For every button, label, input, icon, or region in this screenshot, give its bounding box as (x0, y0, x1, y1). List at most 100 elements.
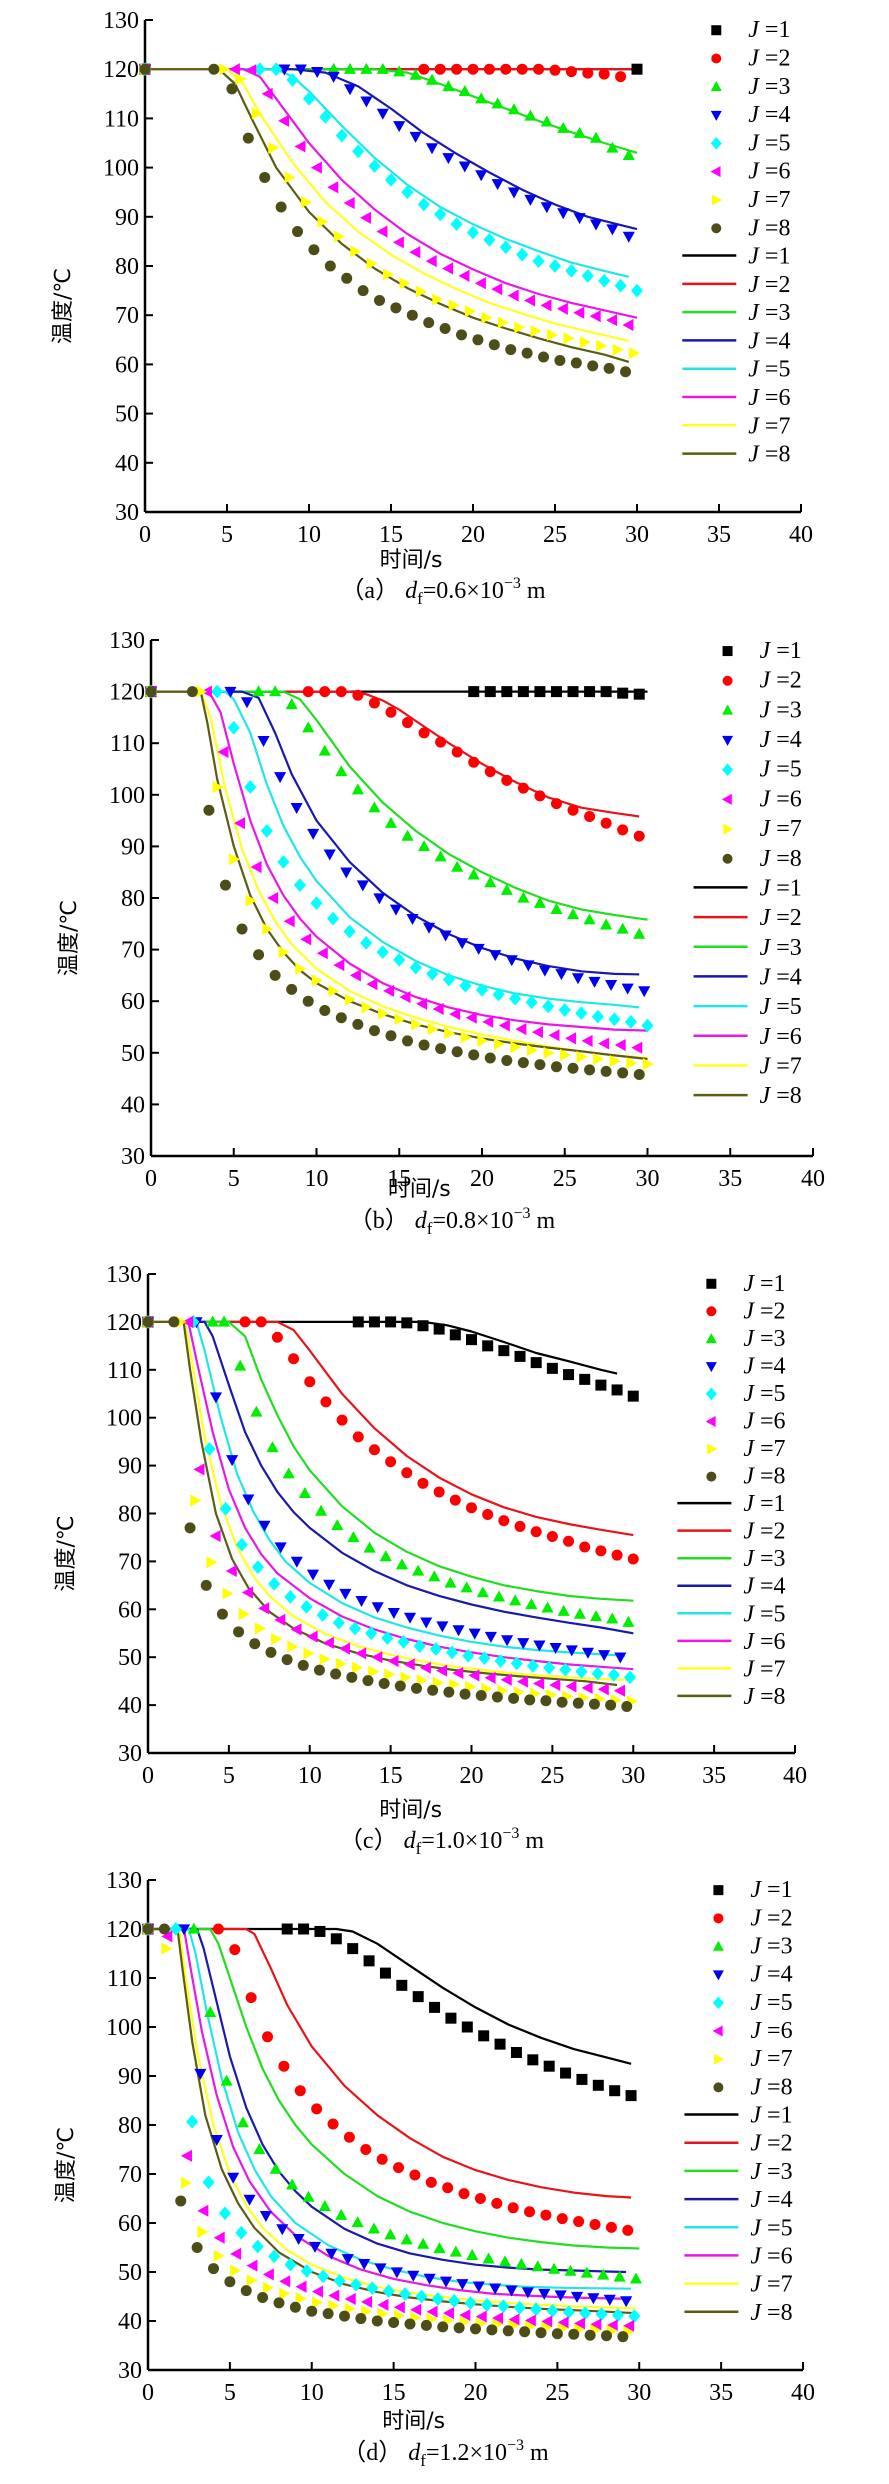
measured-series-J8 (139, 63, 632, 378)
data-point (533, 63, 545, 75)
data-point (494, 2038, 506, 2050)
data-point (621, 983, 634, 995)
data-point (589, 131, 603, 143)
data-point (581, 268, 594, 283)
data-point (484, 876, 497, 888)
legend-label: J =2 (748, 46, 790, 72)
data-point (505, 955, 518, 967)
legend-label: J =8 (748, 442, 790, 468)
data-point (501, 774, 513, 786)
data-point (265, 1646, 277, 1658)
data-point (623, 2319, 635, 2332)
data-point (243, 2194, 256, 2206)
data-point (341, 2254, 354, 2266)
legend-label: J =8 (760, 1083, 802, 1109)
data-point (279, 2275, 291, 2288)
data-point (204, 2005, 217, 2017)
data-point (378, 1007, 390, 1020)
data-point (449, 2245, 462, 2257)
data-point (343, 84, 357, 96)
data-point (344, 993, 356, 1006)
data-point (376, 945, 389, 960)
data-point (427, 1684, 439, 1696)
legend-label: J =2 (760, 668, 802, 694)
data-point (224, 2276, 236, 2288)
data-point (516, 63, 528, 75)
data-point (596, 339, 608, 352)
data-point (366, 257, 378, 270)
data-point (251, 1560, 265, 1575)
data-point (492, 987, 505, 1002)
data-point (297, 1659, 309, 1671)
data-point (142, 1923, 154, 1935)
legend-label: J =1 (748, 244, 790, 270)
data-point (606, 1612, 619, 1624)
data-point (393, 953, 406, 967)
data-point (570, 357, 582, 369)
data-point (534, 790, 546, 802)
data-point (328, 2289, 340, 2302)
data-point (507, 187, 521, 199)
legend-label: J =1 (748, 17, 790, 43)
data-point (279, 2287, 291, 2300)
legend-marker-J1 (713, 1885, 724, 1896)
data-point (277, 855, 290, 869)
data-point (360, 2144, 372, 2155)
legend-label: J =4 (743, 1353, 785, 1379)
measured-series-J8 (145, 686, 645, 1080)
data-point (419, 1661, 431, 1674)
simulated-line-J2 (148, 1320, 634, 1537)
data-point (187, 1922, 200, 1934)
data-point (246, 2274, 258, 2287)
data-point (399, 2287, 412, 2301)
data-point (294, 2085, 306, 2097)
data-point (252, 685, 265, 697)
data-point (197, 2225, 209, 2238)
data-point (355, 1647, 367, 1660)
x-tick-label: 40 (789, 522, 813, 548)
data-point (384, 2228, 397, 2240)
data-point (472, 943, 485, 955)
data-point (560, 1048, 572, 1061)
legend-marker-J6 (721, 793, 732, 805)
data-point (459, 2309, 471, 2322)
data-point (319, 1653, 331, 1666)
data-point (584, 2329, 596, 2341)
data-point (614, 278, 627, 293)
data-point (402, 717, 414, 729)
data-point (217, 745, 229, 759)
data-point (349, 2277, 363, 2292)
data-point (543, 2060, 555, 2072)
data-point (415, 2289, 428, 2304)
data-point (335, 686, 347, 698)
data-point (314, 1925, 326, 1937)
data-point (505, 2285, 518, 2297)
data-point (406, 913, 419, 925)
x-axis-title: 时间/s (379, 1798, 442, 1823)
data-point (400, 1671, 412, 1684)
y-tick-label: 90 (115, 205, 139, 231)
data-point (526, 1658, 540, 1673)
legend-label: J =7 (743, 1656, 785, 1682)
data-point (621, 1701, 633, 1713)
data-point (443, 1686, 455, 1698)
data-point (385, 1030, 397, 1042)
data-point (525, 995, 538, 1010)
data-point (557, 2316, 569, 2329)
measured-series-J5 (141, 1922, 641, 2323)
data-point (563, 332, 575, 345)
data-point (362, 1675, 374, 1687)
data-point (318, 744, 331, 756)
legend-label: J =8 (760, 846, 802, 872)
data-point (439, 322, 451, 334)
data-point (266, 1441, 279, 1453)
legend-label: J =5 (743, 1601, 785, 1627)
data-point (317, 215, 329, 228)
data-point (300, 933, 312, 946)
data-point (432, 293, 444, 306)
data-point (209, 1529, 221, 1543)
legend-label: J =7 (760, 1053, 802, 1079)
data-point (341, 272, 353, 284)
data-point (633, 927, 646, 939)
data-point (445, 2012, 457, 2024)
